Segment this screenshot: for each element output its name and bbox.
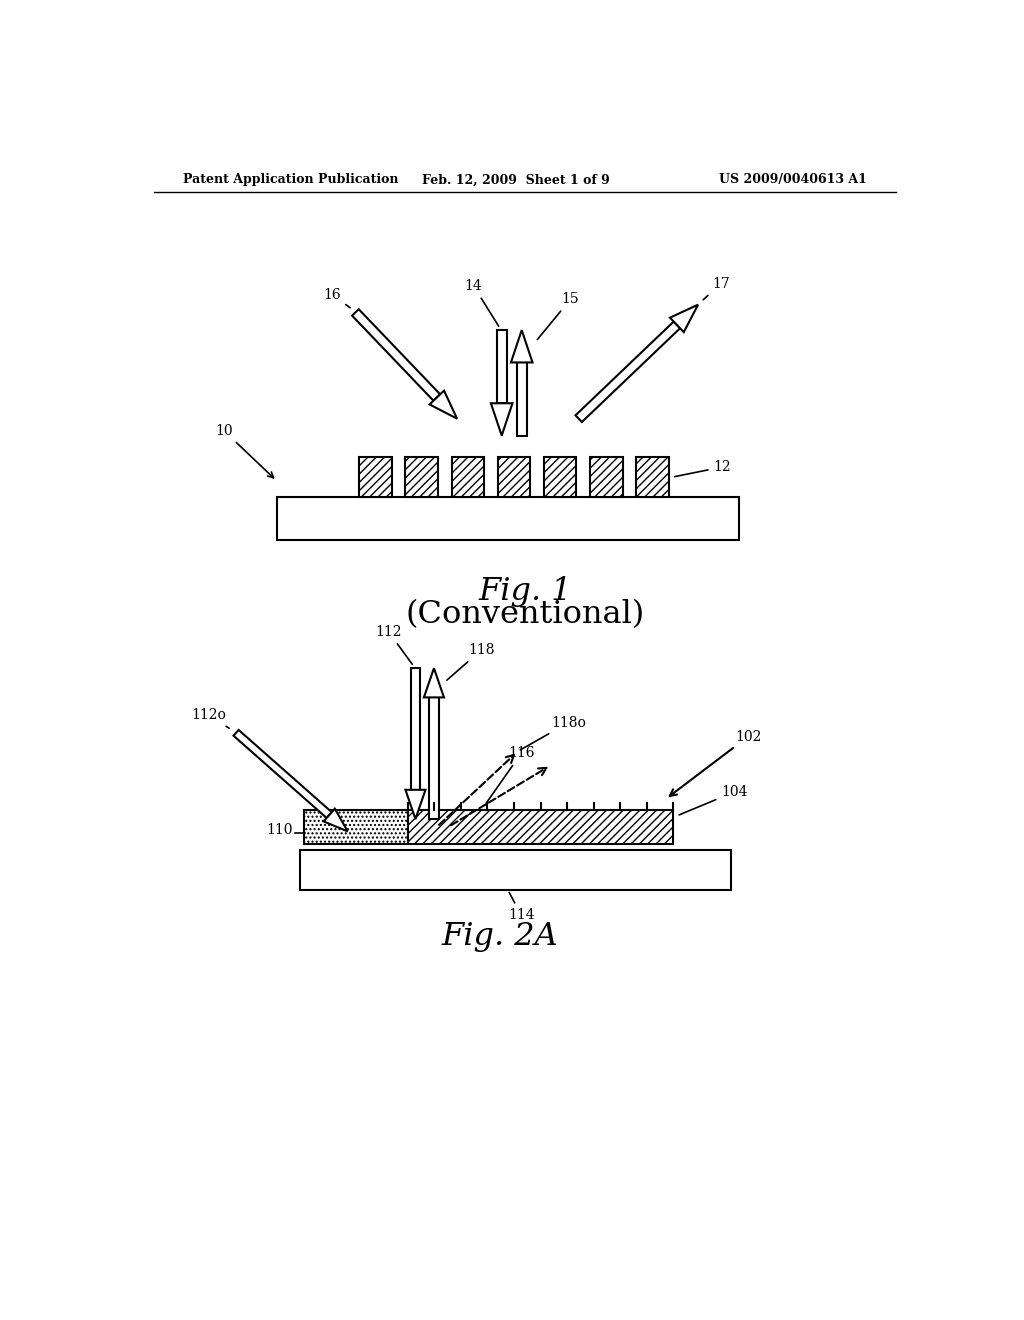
Text: 15: 15 [538, 292, 580, 339]
Bar [276, 498, 739, 540]
Bar [452, 457, 484, 498]
Polygon shape [352, 309, 440, 401]
Bar [544, 457, 577, 498]
Polygon shape [324, 809, 348, 832]
Polygon shape [429, 697, 438, 818]
Text: 110: 110 [266, 824, 293, 837]
Bar [637, 457, 669, 498]
Bar [590, 457, 623, 498]
Bar [498, 457, 530, 498]
Text: 114: 114 [508, 892, 535, 923]
Text: 112o: 112o [191, 708, 229, 729]
Text: Patent Application Publication: Patent Application Publication [183, 173, 398, 186]
Text: 12: 12 [675, 461, 731, 477]
Text: 112: 112 [376, 624, 413, 664]
Polygon shape [406, 789, 425, 818]
Polygon shape [517, 363, 526, 436]
Bar [359, 457, 391, 498]
Polygon shape [430, 391, 457, 418]
Text: 17: 17 [703, 277, 730, 300]
Bar [300, 850, 731, 890]
Bar [304, 810, 408, 843]
Bar [406, 457, 438, 498]
Polygon shape [233, 730, 332, 818]
Text: (Conventional): (Conventional) [406, 599, 644, 630]
Text: 118: 118 [446, 643, 495, 680]
Polygon shape [497, 330, 507, 404]
Text: 118o: 118o [520, 715, 586, 750]
Polygon shape [575, 322, 680, 422]
Polygon shape [490, 404, 512, 436]
Polygon shape [670, 305, 698, 333]
Text: 16: 16 [323, 288, 350, 308]
Text: US 2009/0040613 A1: US 2009/0040613 A1 [719, 173, 866, 186]
Polygon shape [411, 668, 420, 789]
Bar [408, 810, 674, 843]
Text: Fig. 2A: Fig. 2A [441, 921, 558, 952]
Text: 102: 102 [670, 730, 762, 796]
Text: 14: 14 [465, 279, 499, 326]
Polygon shape [511, 330, 532, 363]
Text: 10: 10 [215, 424, 273, 478]
Text: 116: 116 [486, 747, 535, 803]
Text: Fig. 1: Fig. 1 [478, 576, 571, 607]
Text: 104: 104 [679, 785, 748, 814]
Text: Feb. 12, 2009  Sheet 1 of 9: Feb. 12, 2009 Sheet 1 of 9 [422, 173, 609, 186]
Polygon shape [424, 668, 444, 697]
